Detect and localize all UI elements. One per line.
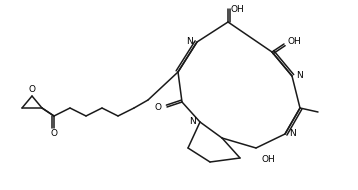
Text: OH: OH	[230, 6, 244, 14]
Text: O: O	[50, 130, 58, 139]
Text: O: O	[155, 102, 161, 112]
Text: N: N	[289, 130, 296, 139]
Text: O: O	[29, 86, 35, 94]
Text: N: N	[186, 37, 193, 47]
Text: N: N	[189, 117, 196, 127]
Text: OH: OH	[261, 155, 275, 165]
Text: OH: OH	[287, 37, 301, 47]
Text: N: N	[296, 71, 303, 81]
